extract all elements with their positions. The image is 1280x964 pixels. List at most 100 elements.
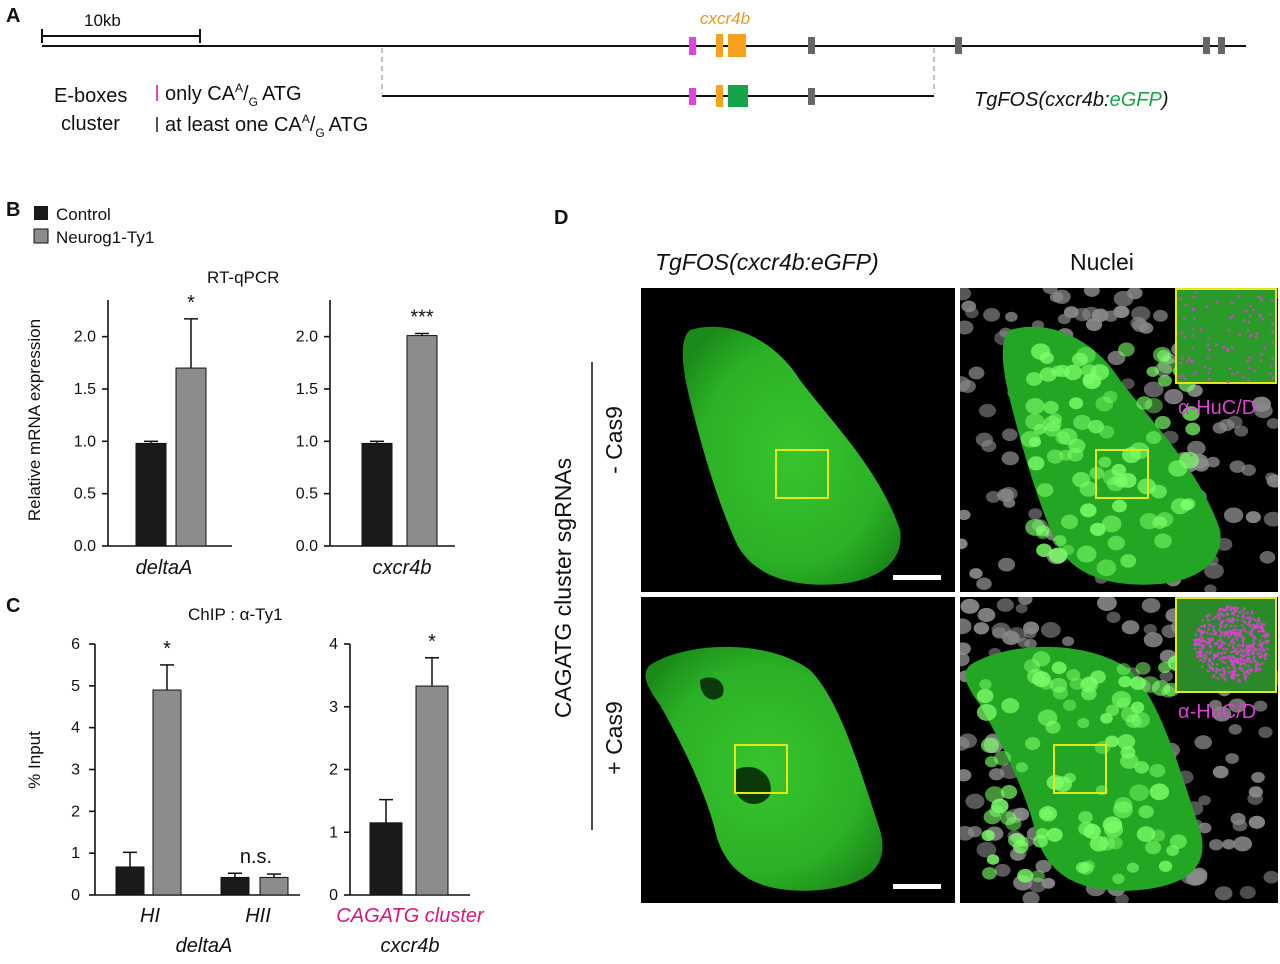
huc-pixel bbox=[1229, 316, 1232, 320]
grey-nucleus bbox=[1023, 628, 1037, 639]
huc-pixel bbox=[1250, 612, 1254, 615]
grey-nucleus bbox=[998, 557, 1016, 572]
huc-pixel bbox=[1242, 672, 1246, 675]
grey-nucleus bbox=[1212, 765, 1229, 779]
grey-nucleus bbox=[1258, 726, 1273, 738]
huc-pixel bbox=[1260, 353, 1263, 356]
huc-pixel bbox=[1235, 652, 1239, 655]
huc-pixel bbox=[1201, 637, 1205, 640]
huc-pixel bbox=[1202, 659, 1206, 663]
huc-pixel bbox=[1207, 628, 1210, 631]
huc-pixel bbox=[1244, 678, 1247, 681]
huc-pixel bbox=[1213, 653, 1216, 657]
y-tick-label: 6 bbox=[71, 636, 80, 653]
y-tick-label: 4 bbox=[329, 636, 338, 653]
huc-pixel bbox=[1194, 633, 1198, 637]
huc-pixel bbox=[1248, 616, 1251, 619]
huc-pixel bbox=[1225, 630, 1228, 633]
green-nucleus bbox=[1046, 449, 1064, 464]
grey-nucleus bbox=[1194, 735, 1212, 750]
grey-nucleus bbox=[1232, 819, 1248, 832]
green-nucleus bbox=[1185, 422, 1201, 436]
huc-pixel bbox=[1239, 653, 1243, 656]
huc-pixel bbox=[1241, 667, 1244, 671]
grey-nucleus bbox=[1159, 670, 1174, 682]
y-tick-label: 2.0 bbox=[296, 329, 318, 346]
huc-pixel bbox=[1197, 642, 1201, 645]
huc-pixel bbox=[1259, 654, 1263, 658]
green-nucleus bbox=[976, 703, 997, 721]
huc-pixel bbox=[1246, 359, 1249, 363]
huc-pixel bbox=[1215, 654, 1219, 657]
grey-nucleus bbox=[1263, 870, 1278, 884]
green-nucleus bbox=[1046, 827, 1063, 842]
huc-pixel bbox=[1255, 665, 1258, 669]
zoom-box bbox=[1095, 449, 1149, 499]
huc-pixel bbox=[1199, 655, 1202, 658]
grey-nucleus bbox=[1234, 425, 1249, 437]
inset-label: α-HuC/D bbox=[1178, 701, 1256, 723]
huc-pixel bbox=[1223, 677, 1227, 680]
grey-nucleus bbox=[1062, 636, 1075, 647]
ganglion-shape bbox=[682, 326, 901, 585]
huc-pixel bbox=[1234, 628, 1238, 631]
huc-pixel bbox=[1218, 615, 1221, 619]
huc-pixel bbox=[1220, 642, 1223, 646]
huc-pixel bbox=[1220, 675, 1224, 679]
huc-pixel bbox=[1232, 650, 1235, 653]
huc-pixel bbox=[1263, 623, 1266, 626]
huc-pixel bbox=[1231, 345, 1234, 349]
green-nucleus bbox=[1150, 484, 1167, 499]
huc-pixel bbox=[1252, 617, 1255, 620]
grey-nucleus bbox=[960, 736, 970, 751]
green-nucleus bbox=[1140, 676, 1160, 693]
huc-pixel bbox=[1218, 669, 1222, 672]
huc-pixel bbox=[1229, 619, 1232, 622]
huc-pixel bbox=[1222, 346, 1225, 349]
green-nucleus bbox=[1080, 503, 1097, 518]
y-tick-label: 0 bbox=[329, 887, 338, 904]
huc-pixel bbox=[1257, 625, 1260, 629]
bar bbox=[220, 876, 250, 896]
grey-nucleus bbox=[1209, 839, 1224, 851]
huc-pixel bbox=[1223, 656, 1226, 659]
huc-pixel bbox=[1248, 625, 1252, 628]
green-nucleus bbox=[1089, 522, 1106, 536]
green-nucleus bbox=[1075, 346, 1096, 364]
huc-pixel bbox=[1237, 678, 1241, 682]
huc-pixel bbox=[1220, 644, 1223, 648]
huc-pixel bbox=[1186, 360, 1189, 363]
legend-only-text: only CAA/G ATG bbox=[165, 81, 302, 109]
huc-pixel bbox=[1236, 618, 1239, 622]
green-nucleus bbox=[1000, 785, 1018, 800]
green-nucleus bbox=[1111, 463, 1127, 477]
grey-nucleus bbox=[1259, 551, 1276, 564]
huc-pixel bbox=[1220, 624, 1223, 628]
huc-pixel bbox=[1248, 619, 1252, 622]
grey-nucleus bbox=[1263, 511, 1278, 527]
huc-pixel bbox=[1227, 643, 1231, 647]
grey-nucleus bbox=[1204, 562, 1224, 579]
grey-nucleus bbox=[1245, 511, 1261, 524]
huc-pixel bbox=[1207, 613, 1211, 617]
panel-c: C ChIP : α-Ty1 % Input 0 1 2 3 4 5 6 HI * HII n.s.… bbox=[6, 595, 485, 957]
micrograph-plus-cas9-egfp bbox=[641, 597, 955, 903]
green-nucleus bbox=[1136, 396, 1153, 410]
huc-pixel bbox=[1243, 620, 1247, 624]
huc-pixel bbox=[1201, 639, 1205, 643]
green-nucleus bbox=[1061, 514, 1079, 530]
green-nucleus bbox=[1032, 834, 1048, 848]
transgene-ebox-only-mark bbox=[689, 88, 696, 105]
grey-nucleus bbox=[1228, 724, 1242, 735]
huc-pixel bbox=[1233, 633, 1237, 636]
huc-pixel bbox=[1201, 665, 1204, 669]
huc-pixel bbox=[1252, 655, 1256, 658]
huc-pixel bbox=[1233, 607, 1236, 611]
huc-pixel bbox=[1225, 623, 1229, 627]
green-nucleus bbox=[976, 688, 994, 704]
grey-nucleus bbox=[1103, 310, 1118, 322]
nuclei-green bbox=[1020, 342, 1201, 577]
huc-pixel bbox=[1198, 647, 1202, 651]
green-nucleus bbox=[1048, 547, 1068, 564]
huc-pixel bbox=[1265, 641, 1269, 644]
